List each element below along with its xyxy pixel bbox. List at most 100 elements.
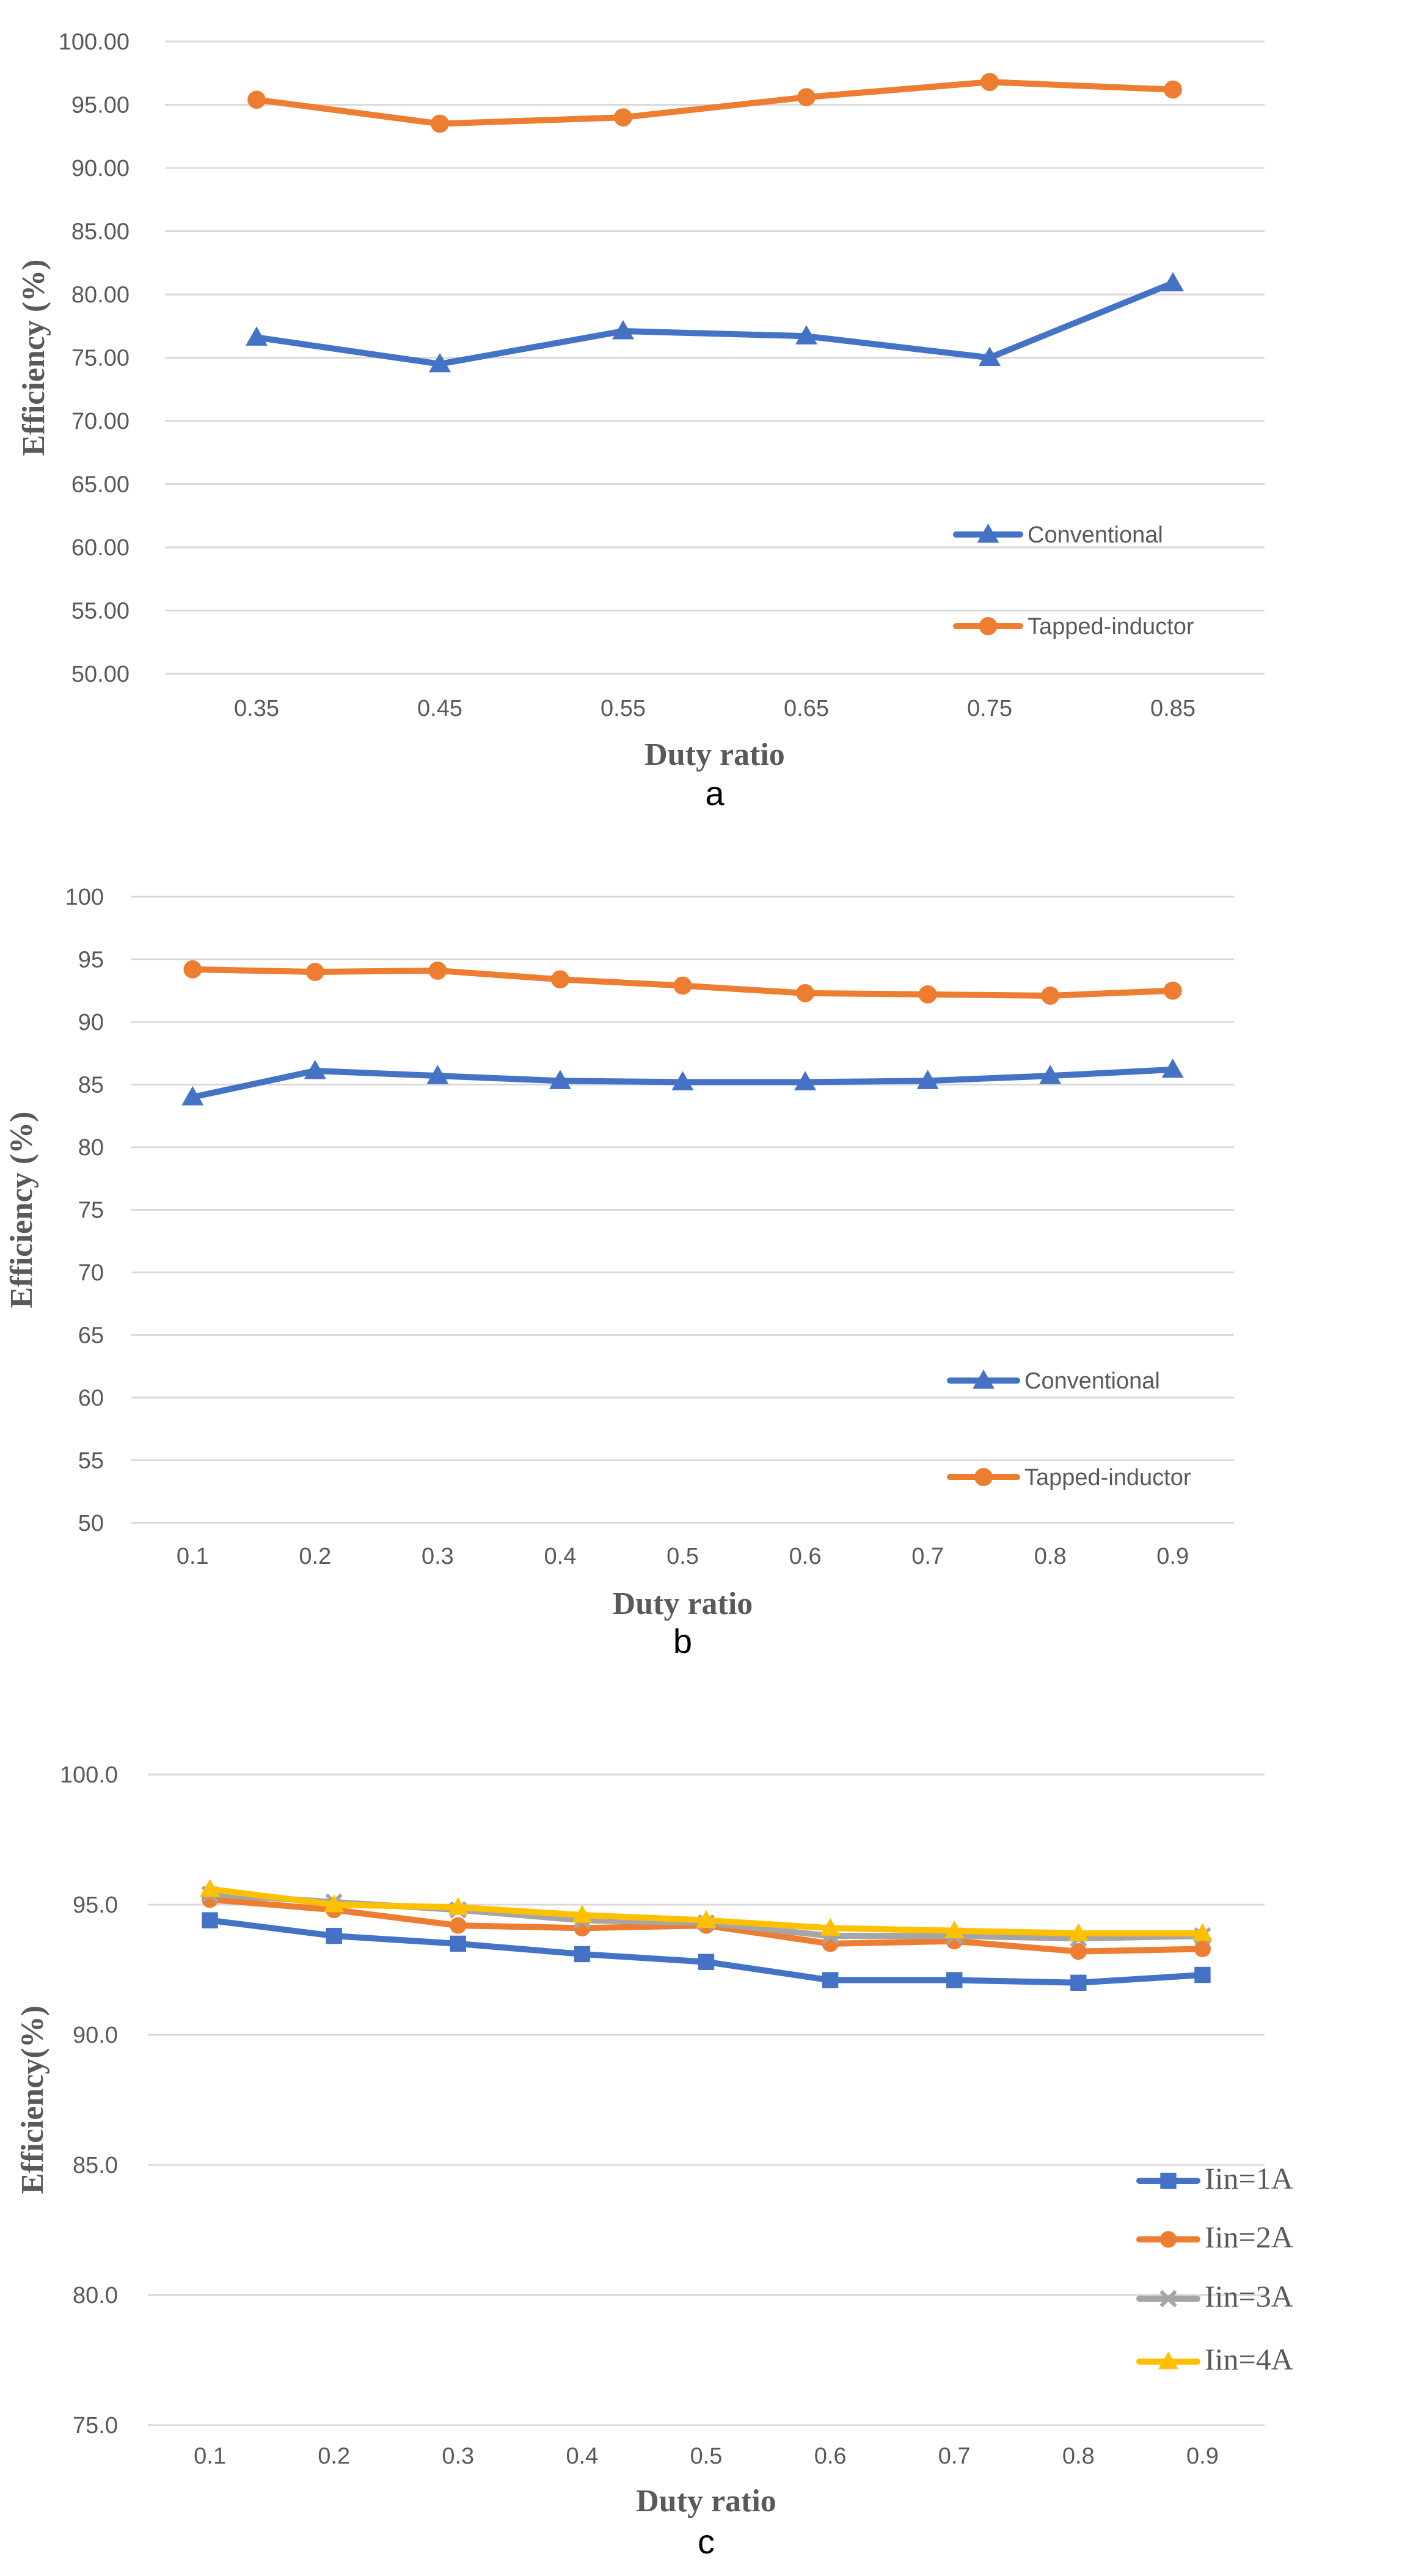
y-tick-label: 85 [78,1073,104,1098]
legend-item: Conventional [953,522,1163,548]
y-tick-label: 75 [78,1198,104,1224]
series-tapped-inductor [183,960,1182,1005]
data-point [428,961,447,980]
data-point [326,1927,342,1944]
x-tick-label: 0.8 [1062,2443,1095,2469]
x-tick-label: 0.1 [194,2443,226,2469]
legend: Conventional Tapped-inductor [953,522,1194,640]
y-tick-label: 60.00 [71,535,130,561]
series-tapped-inductor [247,73,1182,133]
legend-item: Tapped-inductor [947,1465,1191,1491]
legend-label: Iin=1A [1205,2161,1293,2195]
data-point [1041,987,1060,1005]
x-tick-label: 0.9 [1156,1544,1189,1569]
x-tick-label: 0.3 [442,2443,474,2469]
data-point [247,90,266,109]
x-tick-label: 0.4 [544,1544,577,1569]
data-point [1161,1058,1184,1078]
x-tick-label: 0.85 [1150,696,1196,721]
x-tick-label: 0.2 [318,2443,350,2469]
series-line [254,280,1176,367]
legend-marker [973,1370,995,1389]
y-tick-label: 85.0 [73,2153,118,2178]
data-point [698,1954,715,1970]
y-tick-label: 95.0 [73,1892,118,1918]
data-point [916,1070,939,1089]
x-tick-label: 0.1 [177,1544,209,1569]
data-point [574,1946,591,1963]
legend-item: Iin=2A [1136,2220,1293,2254]
data-point [673,976,692,995]
legend-item: Iin=1A [1136,2161,1293,2195]
x-tick-label: 0.55 [601,696,646,721]
y-tick-label: 55 [78,1448,104,1474]
y-tick-label: 55.00 [71,599,130,624]
legend-label: Tapped-inductor [1024,1465,1191,1491]
x-tick-label: 0.5 [690,2443,723,2469]
y-axis-label: Efficiency (%) [4,1111,39,1308]
legend-item: Iin=3A [1136,2279,1293,2313]
y-tick-label: 95.00 [71,93,130,119]
data-point [795,325,817,345]
data-point [1070,1943,1087,1960]
x-tick-label: 0.2 [299,1544,331,1569]
y-tick-label: 100.0 [60,1762,118,1788]
x-axis-label: Duty ratio [644,737,785,772]
data-point [1192,1923,1213,1941]
data-point [450,1935,466,1952]
data-point [246,326,268,346]
data-point [797,88,816,106]
data-point [549,1070,571,1089]
x-tick-label: 0.4 [566,2443,598,2469]
legend-label: Iin=2A [1205,2220,1293,2254]
legend-item: Iin=4A [1136,2342,1293,2376]
legend-marker [979,617,998,635]
legend-marker [977,524,999,543]
data-point [426,1065,449,1084]
y-tick-label: 70.00 [71,409,130,434]
legend-item: Conventional [947,1368,1160,1394]
panel-label: b [673,1622,692,1660]
data-point [696,1910,717,1928]
data-point [918,985,937,1004]
y-tick-label: 50 [78,1511,104,1536]
data-point [1194,1966,1211,1983]
y-tick-label: 65.00 [71,472,130,498]
data-point [614,108,632,127]
series-conventional [181,1058,1184,1106]
y-tick-label: 90.0 [73,2023,118,2048]
y-tick-label: 50.00 [71,662,130,687]
legend-item: Tapped-inductor [953,614,1194,640]
data-point [1163,981,1182,1000]
panel-label: a [705,774,725,812]
data-point [944,1921,965,1938]
x-tick-label: 0.35 [234,696,279,721]
x-tick-label: 0.7 [911,1544,944,1569]
data-point [200,1878,221,1897]
data-point [796,983,814,1002]
data-point [450,1917,467,1934]
data-point [202,1912,218,1928]
x-tick-label: 0.5 [666,1544,699,1569]
y-tick-label: 100 [65,885,104,910]
data-point [820,1917,841,1936]
legend-label: Tapped-inductor [1028,614,1194,640]
x-tick-label: 0.6 [789,1544,822,1569]
series-iin-4a [200,1878,1213,1941]
y-tick-label: 70 [78,1260,104,1286]
data-point [822,1972,839,1988]
y-tick-label: 90 [78,1010,104,1035]
legend: Iin=1A Iin=2A Iin=3A Iin=4A [1136,2161,1293,2376]
series-line [254,79,1176,127]
y-tick-label: 80.0 [73,2283,118,2308]
legend-marker [974,1468,993,1486]
data-point [1164,80,1182,99]
data-point [979,346,1001,366]
data-point [448,1897,469,1915]
data-point [612,320,634,340]
data-point [324,1894,345,1913]
x-tick-label: 0.3 [422,1544,454,1569]
x-tick-label: 0.75 [967,696,1012,721]
y-tick-label: 80.00 [71,282,130,308]
